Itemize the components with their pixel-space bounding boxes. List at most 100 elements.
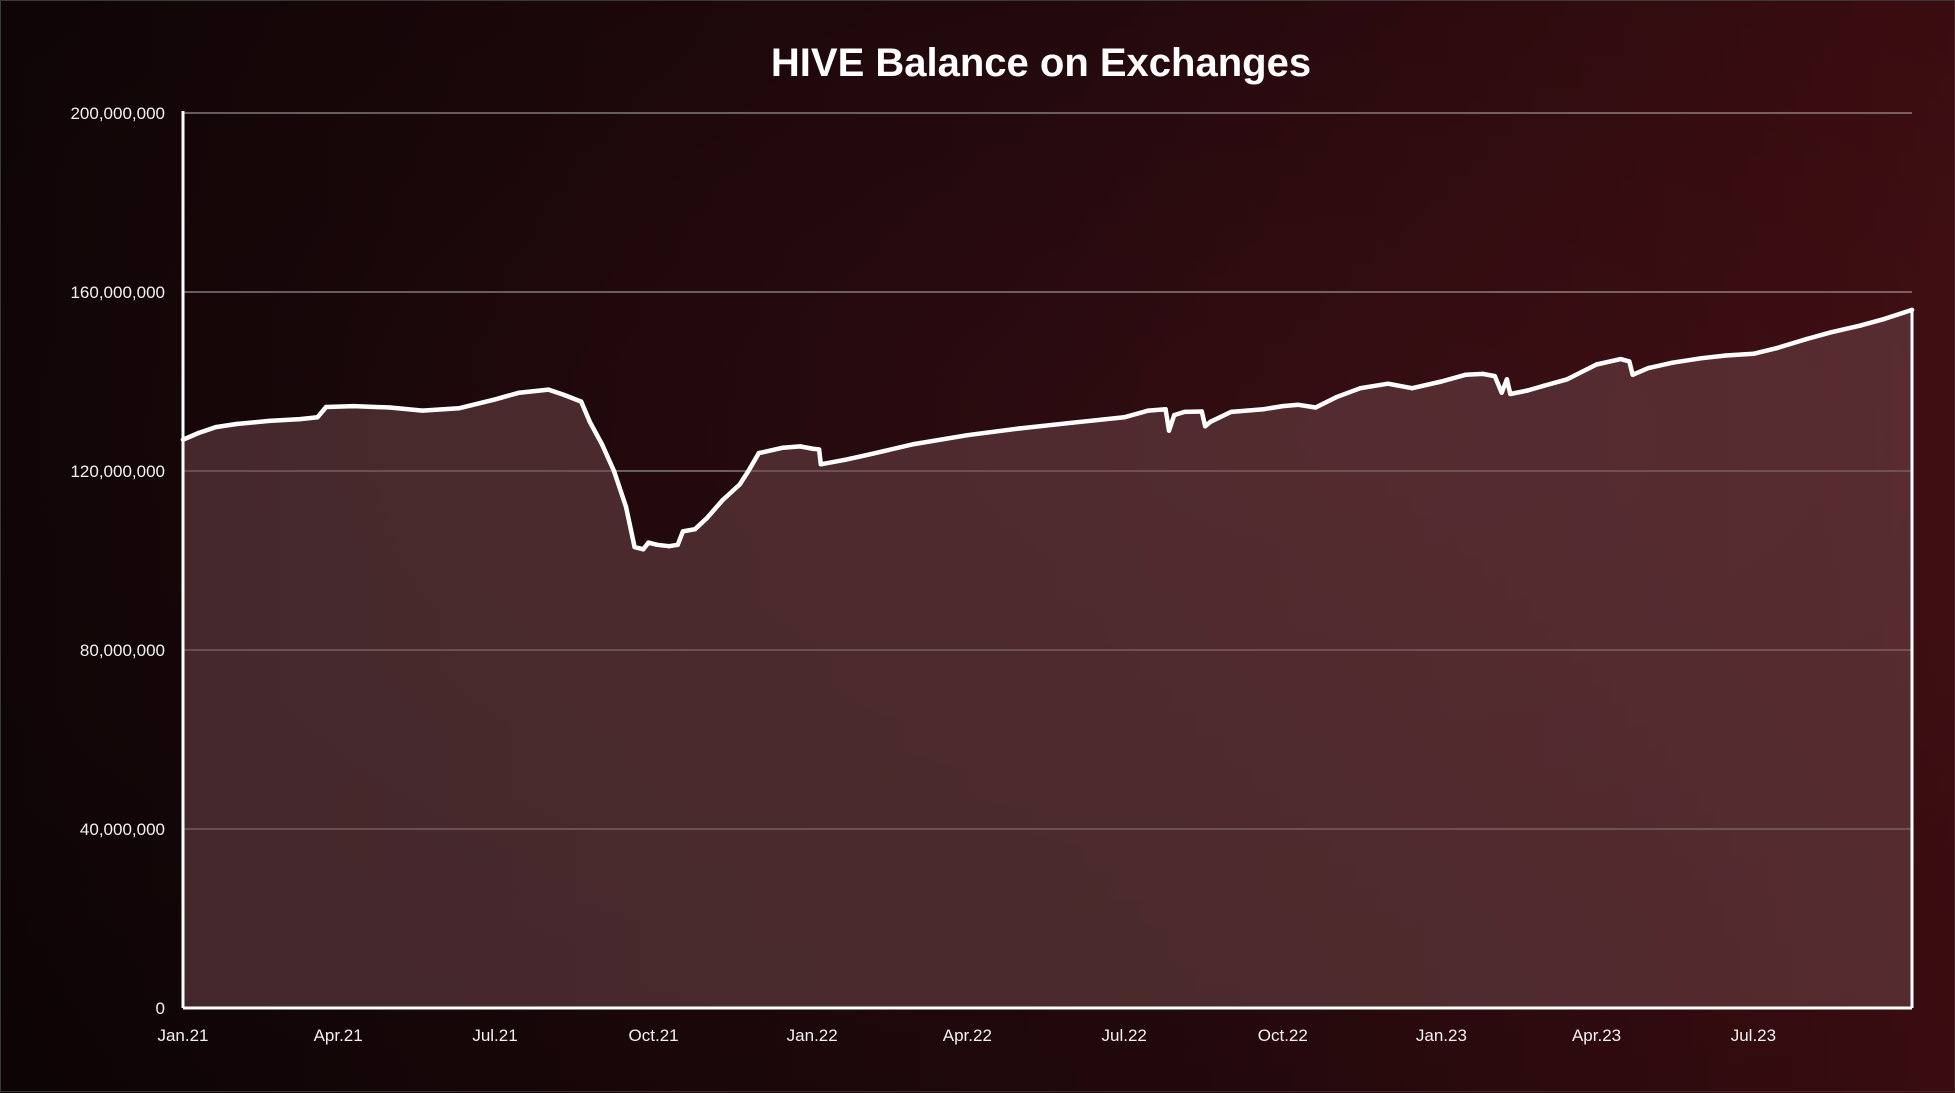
data-point <box>587 419 592 424</box>
data-point <box>810 446 815 451</box>
data-point <box>1699 356 1704 361</box>
data-point <box>1199 409 1205 414</box>
data-point <box>641 547 646 552</box>
data-point <box>315 415 320 420</box>
data-point <box>351 403 356 409</box>
data-point <box>611 468 617 474</box>
data-point <box>1751 351 1756 356</box>
data-point <box>1565 377 1570 382</box>
data-point <box>516 390 522 395</box>
data-point <box>737 482 742 487</box>
data-point <box>1228 409 1234 415</box>
data-point <box>1670 360 1675 365</box>
data-point <box>456 406 461 411</box>
data-point <box>1492 373 1498 379</box>
data-point <box>298 416 303 422</box>
data-point <box>1618 356 1623 362</box>
balance-area-fill <box>183 309 1912 1008</box>
data-point <box>323 404 329 410</box>
data-point <box>1172 412 1177 418</box>
y-tick-label: 40,000,000 <box>80 820 165 839</box>
data-point <box>746 468 751 474</box>
data-point <box>1858 323 1863 328</box>
x-tick-label: Oct.21 <box>629 1026 679 1045</box>
data-point <box>1163 407 1168 412</box>
y-tick-label: 80,000,000 <box>80 641 165 660</box>
data-point <box>561 392 567 398</box>
balance-series-line <box>180 307 1915 552</box>
data-point <box>492 397 498 402</box>
data-point <box>1646 365 1651 371</box>
data-point <box>1016 426 1022 431</box>
data-point <box>213 424 218 430</box>
data-point <box>842 457 848 462</box>
data-point <box>1630 372 1635 377</box>
x-tick-label: Oct.22 <box>1258 1026 1308 1045</box>
data-point <box>654 542 660 547</box>
data-point <box>911 441 917 447</box>
x-tick-label: Jul.23 <box>1731 1026 1776 1045</box>
data-point <box>720 497 725 503</box>
data-point <box>1439 379 1444 384</box>
data-point <box>420 408 425 413</box>
chart-title: HIVE Balance on Exchanges <box>771 41 1311 85</box>
data-point <box>234 421 239 427</box>
data-point <box>692 527 698 532</box>
data-point <box>1385 381 1391 386</box>
data-point <box>1828 330 1834 335</box>
data-point <box>1804 336 1810 342</box>
data-point <box>1480 371 1486 377</box>
data-point <box>599 441 605 447</box>
data-point <box>387 405 393 410</box>
data-point <box>196 430 201 436</box>
data-point <box>797 444 803 449</box>
data-point <box>680 529 686 534</box>
data-point <box>1463 372 1468 377</box>
y-tick-label: 160,000,000 <box>70 283 165 302</box>
y-tick-label: 200,000,000 <box>70 104 165 123</box>
data-point <box>1499 390 1504 395</box>
x-tick-label: Apr.22 <box>943 1026 992 1045</box>
data-point <box>1146 408 1151 413</box>
data-point <box>965 433 970 438</box>
data-point <box>1166 428 1172 433</box>
data-point <box>546 387 551 392</box>
data-point <box>1313 405 1318 410</box>
data-point <box>1280 403 1286 409</box>
data-point <box>1504 377 1510 382</box>
data-point <box>780 445 786 450</box>
data-point <box>646 540 651 545</box>
data-point <box>1775 345 1780 351</box>
y-tick-label: 0 <box>156 999 165 1018</box>
data-point <box>1508 391 1513 397</box>
data-point <box>818 462 823 467</box>
x-tick-label: Jan.23 <box>1416 1026 1467 1045</box>
x-tick-label: Jul.22 <box>1102 1026 1147 1045</box>
data-point <box>816 447 822 452</box>
data-point <box>1208 419 1213 424</box>
data-point <box>1182 409 1187 415</box>
data-point <box>579 399 584 404</box>
data-point <box>1358 386 1363 391</box>
data-point <box>1296 402 1301 407</box>
data-point <box>666 544 672 549</box>
data-point <box>1334 395 1339 400</box>
data-point <box>704 515 710 521</box>
data-point <box>1882 316 1887 322</box>
y-axis-tick-labels: 0 40,000,000 80,000,000 120,000,000 160,000,… <box>70 104 165 1018</box>
data-point <box>1261 407 1267 412</box>
axes <box>181 111 1914 1010</box>
plot-area <box>180 307 1915 1008</box>
data-point <box>623 504 629 509</box>
data-point <box>756 450 761 456</box>
data-point <box>1594 362 1599 367</box>
data-point <box>1525 388 1530 393</box>
data-point <box>1203 424 1208 429</box>
data-point <box>1070 420 1075 425</box>
data-point <box>1723 353 1729 358</box>
data-point <box>863 453 868 458</box>
data-point <box>1122 415 1127 420</box>
x-tick-label: Apr.21 <box>314 1026 363 1045</box>
